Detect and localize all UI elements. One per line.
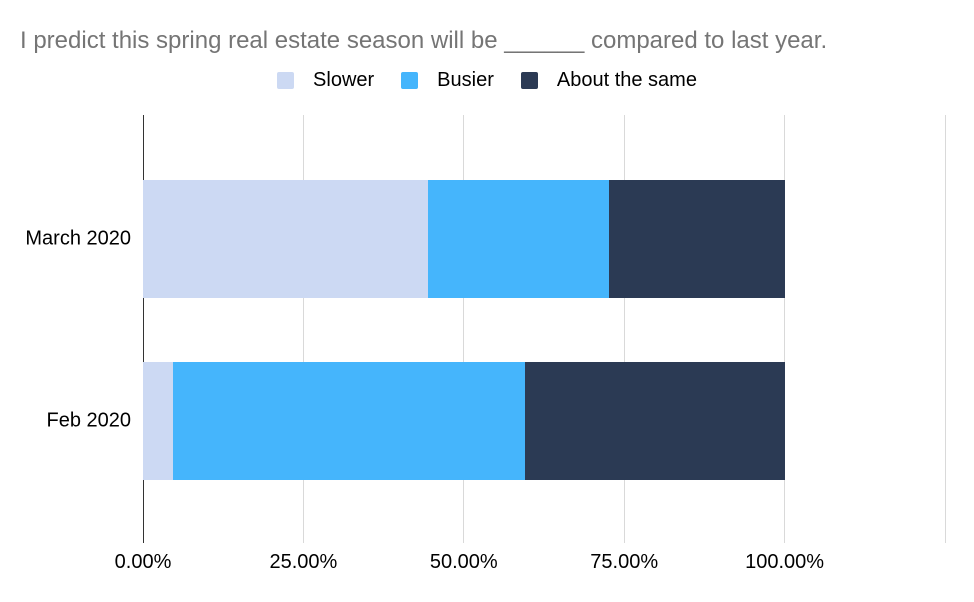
legend-swatch-about-the-same xyxy=(520,71,538,89)
y-axis-line xyxy=(142,115,144,543)
legend-item-slower[interactable]: Slower xyxy=(277,70,374,90)
y-axis-category-labels: March 2020 Feb 2020 xyxy=(0,115,131,541)
gridline xyxy=(623,115,625,543)
x-tick-label-75-00: 75.00% xyxy=(590,551,659,573)
gridline xyxy=(944,115,946,543)
legend: Slower Busier About the same xyxy=(0,70,974,90)
legend-item-busier[interactable]: Busier xyxy=(401,70,494,90)
legend-label: About the same xyxy=(556,69,697,91)
x-tick-label-50-00: 50.00% xyxy=(429,551,498,573)
x-tick-label-100-00: 100.00% xyxy=(745,551,825,573)
x-tick-label-25-00: 25.00% xyxy=(269,551,338,573)
legend-label: Slower xyxy=(313,69,375,91)
gridline xyxy=(784,115,786,543)
legend-item-about-the-same[interactable]: About the same xyxy=(520,69,697,91)
bar-segment-march-2020-busier[interactable] xyxy=(427,180,609,298)
legend-label: Busier xyxy=(437,69,494,91)
bar-march-2020 xyxy=(143,180,945,298)
y-category-label-march-2020: March 2020 xyxy=(25,227,131,250)
legend-swatch-slower xyxy=(277,71,295,89)
bar-segment-march-2020-about-the-same[interactable] xyxy=(608,180,785,298)
y-category-label-feb-2020: Feb 2020 xyxy=(46,409,131,432)
bar-segment-feb-2020-slower[interactable] xyxy=(143,362,174,480)
bar-segment-feb-2020-about-the-same[interactable] xyxy=(524,362,785,480)
gridline xyxy=(463,115,465,543)
bar-segment-feb-2020-busier[interactable] xyxy=(173,362,525,480)
bar-segment-march-2020-slower[interactable] xyxy=(143,180,428,298)
bar-feb-2020 xyxy=(143,362,945,480)
gridline xyxy=(302,115,304,543)
legend-swatch-busier xyxy=(401,71,419,89)
x-axis-tick-labels: 0.00% 25.00% 50.00% 75.00% 100.00% xyxy=(115,551,945,575)
chart-title: I predict this spring real estate season… xyxy=(20,27,828,54)
x-tick-label-0-00: 0.00% xyxy=(114,551,172,573)
plot-area xyxy=(142,115,946,543)
